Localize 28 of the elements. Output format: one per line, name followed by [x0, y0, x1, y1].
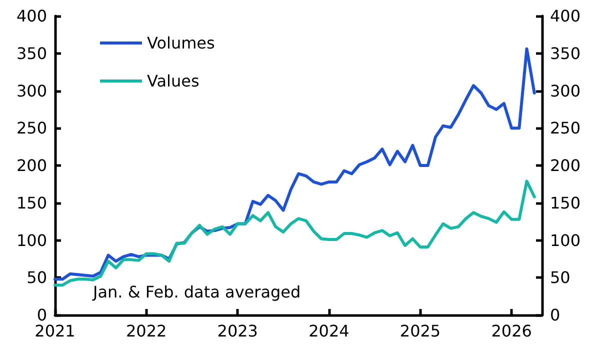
legend-label: Volumes — [147, 34, 215, 52]
x-tick-label: 2026 — [491, 322, 532, 340]
y2-tick-label: 150 — [550, 193, 581, 212]
y2-tick-label: 400 — [550, 6, 581, 26]
annotation: Jan. & Feb. data averaged — [92, 282, 301, 302]
x-tick-label: 2021 — [34, 322, 76, 340]
y-tick-label: 150 — [16, 193, 47, 212]
y2-tick-label: 350 — [550, 44, 581, 63]
y-tick-label: 200 — [16, 156, 47, 175]
line-series — [54, 180, 536, 287]
x-tick-label: 2023 — [217, 322, 258, 340]
x-tick-label: 2022 — [126, 322, 167, 340]
x-tick-label: 2025 — [400, 322, 441, 340]
y-tick-label: 350 — [16, 44, 47, 63]
y-tick-label: 50 — [26, 268, 47, 288]
y-tick-label: 400 — [16, 6, 47, 26]
y2-tick-label: 250 — [550, 118, 581, 138]
y2-tick-label: 100 — [550, 230, 581, 250]
y-tick-label: 0 — [36, 306, 47, 324]
x-tick-label: 2024 — [308, 322, 350, 340]
y-tick-label: 300 — [16, 81, 47, 100]
legend-label: Values — [147, 72, 200, 90]
y2-tick-label: 0 — [550, 306, 560, 324]
y-tick-label: 250 — [16, 118, 47, 138]
y2-tick-label: 300 — [550, 81, 581, 100]
y-tick-label: 100 — [16, 230, 47, 250]
y2-tick-label: 50 — [550, 268, 570, 288]
y2-tick-label: 200 — [550, 156, 581, 175]
